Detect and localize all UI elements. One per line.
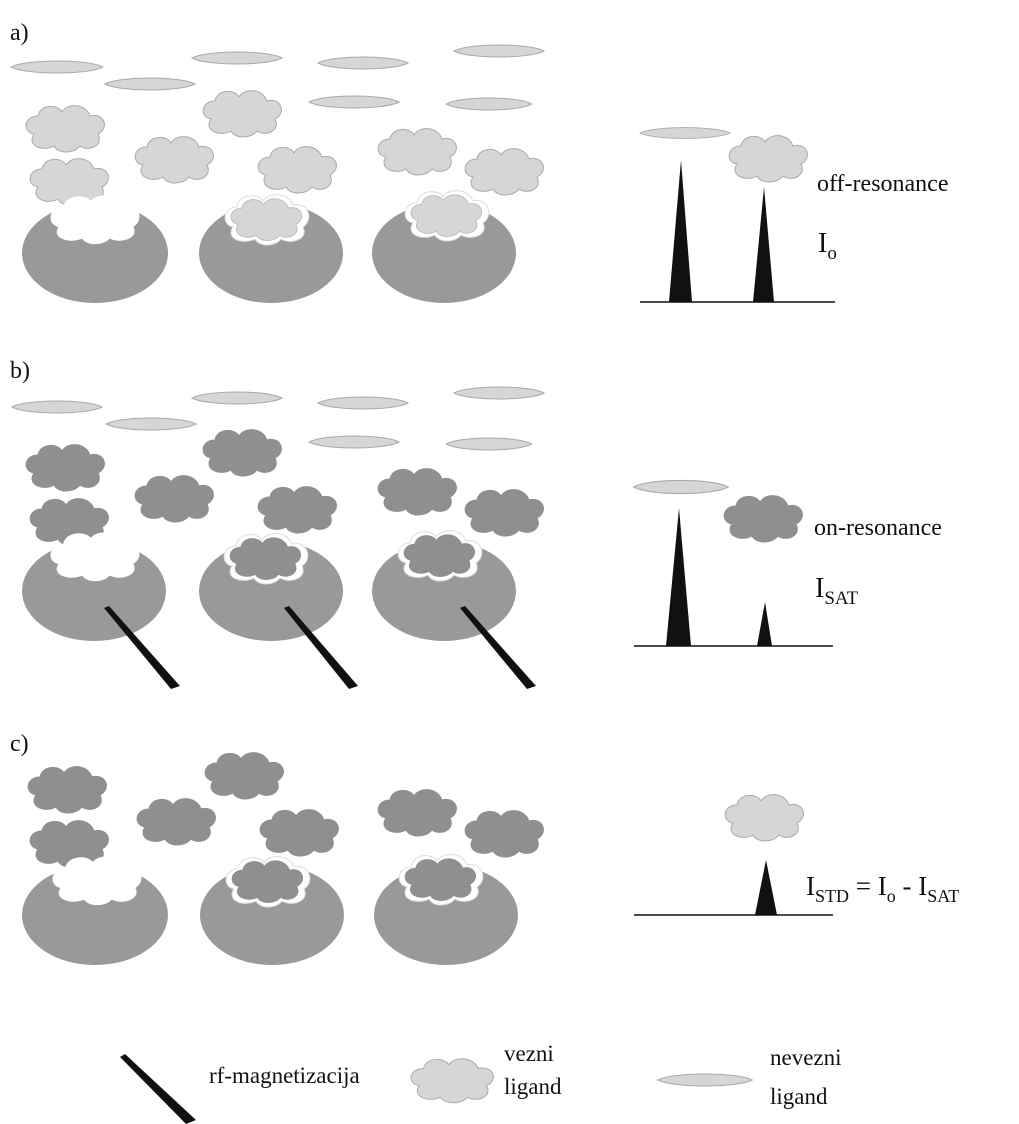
panel-a-proteins xyxy=(22,190,516,303)
panel-c-spectrum xyxy=(634,794,833,916)
legend-bound-label-1: vezni xyxy=(504,1041,554,1066)
nmr-peak xyxy=(757,602,772,646)
intensity-isat-label: ISAT xyxy=(815,573,859,609)
istd-formula: ISTD = Io - ISAT xyxy=(806,871,959,906)
legend-rf-needle xyxy=(120,1054,196,1124)
panel-b-label: b) xyxy=(10,358,30,384)
nmr-peak xyxy=(666,508,691,646)
rf-needle xyxy=(104,606,180,689)
spectrum-bound-ligand xyxy=(728,135,808,183)
legend-bound-ligand-icon xyxy=(410,1058,494,1104)
spectrum-bound-ligand xyxy=(724,794,804,842)
rf-needle xyxy=(284,606,358,689)
panel-a-unbound-ligands xyxy=(10,44,545,111)
panel-a-spectrum xyxy=(639,127,835,303)
legend-bound-label-2: ligand xyxy=(504,1074,562,1099)
nmr-peak xyxy=(753,187,774,302)
panel-c-proteins xyxy=(22,854,518,965)
panel-a-label: a) xyxy=(10,20,29,46)
legend-unbound-label-1: nevezni xyxy=(770,1045,842,1070)
spectrum-saturated-ligand xyxy=(723,495,803,543)
legend-rf-label: rf-magnetizacija xyxy=(209,1063,360,1088)
on-resonance-label: on-resonance xyxy=(814,515,942,541)
nmr-peak xyxy=(755,860,777,915)
panel-c-saturated-ligands xyxy=(27,752,544,868)
panel-b-spectrum xyxy=(633,479,833,647)
spectrum-unbound-ligand xyxy=(633,479,729,495)
panel-c-label: c) xyxy=(10,731,29,757)
panel-b-proteins xyxy=(22,530,516,641)
panel-b-unbound-ligands xyxy=(11,386,545,451)
off-resonance-label: off-resonance xyxy=(817,171,948,197)
intensity-io-label: Io xyxy=(818,228,837,264)
spectrum-unbound-ligand xyxy=(639,127,731,139)
nmr-peak xyxy=(669,160,692,302)
rf-needles xyxy=(104,606,536,689)
legend-unbound-ligand-icon xyxy=(657,1073,753,1087)
legend: rf-magnetizacija vezni ligand nevezni li… xyxy=(120,1041,842,1124)
rf-needle xyxy=(460,606,536,689)
legend-unbound-label-2: ligand xyxy=(770,1084,828,1109)
